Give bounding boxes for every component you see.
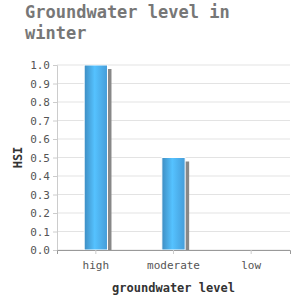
y-tick-label: 0.4 [30,170,50,183]
y-tick-label: 0.0 [30,244,50,257]
y-tick-mark [53,232,57,233]
y-tick-label: 0.9 [30,78,50,91]
y-tick: 0.0 [30,244,57,257]
x-tick: low [241,250,261,272]
y-tick: 0.4 [30,170,57,183]
x-tick-mark [173,250,174,254]
y-tick-label: 0.7 [30,115,50,128]
y-tick-label: 0.8 [30,96,50,109]
y-tick-mark [53,102,57,103]
x-tick-mark [95,250,96,254]
x-tick-label: moderate [147,259,200,272]
y-tick-mark [53,213,57,214]
y-axis-line [53,66,58,251]
y-tick-label: 0.2 [30,207,50,220]
chart: 0.0 0.1 0.2 0.3 0.4 0.5 0.6 0.7 0.8 0.9 1.0 high mod… [0,0,300,300]
y-tick-label: 0.3 [30,189,50,202]
title: Groundwater level inwinter [25,2,230,43]
y-tick-mark [53,65,57,66]
y-tick-mark [53,250,57,251]
x-tick-label: low [241,259,261,272]
y-tick: 0.3 [30,189,57,202]
title-line: winter [25,23,86,43]
grid [57,65,290,250]
bars [84,65,189,250]
y-tick: 0.1 [30,226,57,239]
y-axis: 0.0 0.1 0.2 0.3 0.4 0.5 0.6 0.7 0.8 0.9 1.0 [30,59,57,257]
y-tick-mark [53,195,57,196]
y-tick-mark [53,158,57,159]
bar [84,65,107,250]
x-tick-mark [251,250,252,254]
y-tick: 0.7 [30,115,57,128]
x-tick: moderate [147,250,200,272]
x-axis-line [58,251,291,255]
y-tick: 1.0 [30,59,57,72]
y-axis-title: HSI [11,147,25,169]
y-tick-label: 0.1 [30,226,50,239]
y-tick: 0.5 [30,152,57,165]
y-tick: 0.9 [30,78,57,91]
x-axis: high moderate low [58,250,291,272]
x-axis-title: groundwater level [112,281,235,295]
bar [240,250,263,251]
x-tick: high [83,250,110,272]
bar [162,158,185,251]
x-tick-label: high [83,259,110,272]
y-tick: 0.8 [30,96,57,109]
y-tick-mark [53,121,57,122]
y-tick-label: 0.6 [30,133,50,146]
y-tick: 0.6 [30,133,57,146]
y-tick-mark [53,139,57,140]
y-tick-mark [53,84,57,85]
y-tick-label: 1.0 [30,59,50,72]
y-tick-mark [53,176,57,177]
y-tick: 0.2 [30,207,57,220]
y-tick-label: 0.5 [30,152,50,165]
title-line: Groundwater level in [25,2,230,22]
